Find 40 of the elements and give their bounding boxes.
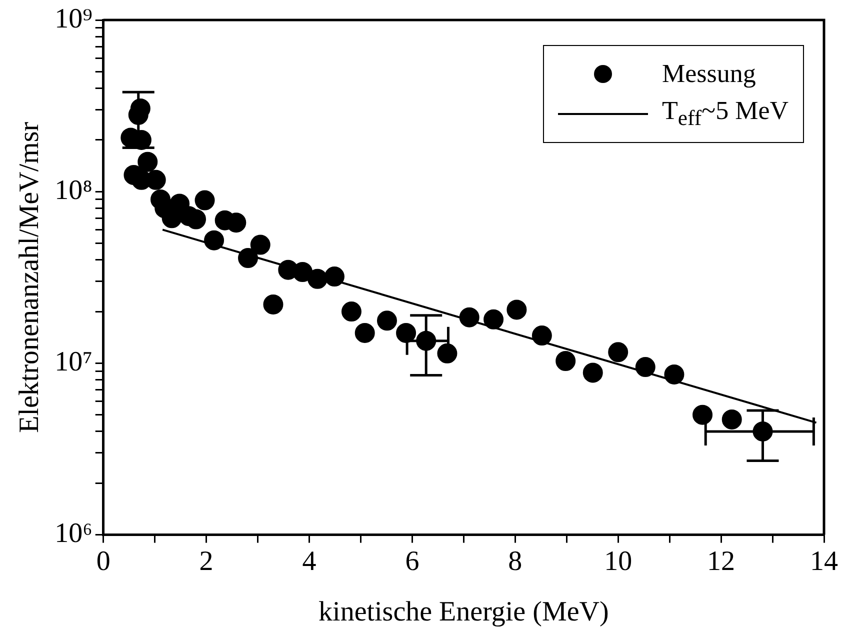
x-tick-label: 10 — [604, 546, 632, 577]
x-axis-title: kinetische Energie (MeV) — [318, 596, 609, 628]
point — [194, 190, 215, 210]
point — [292, 262, 313, 282]
point — [376, 310, 397, 331]
point — [138, 152, 158, 172]
point — [204, 230, 224, 250]
point — [608, 342, 628, 362]
y-tick-label: 10⁶ — [54, 518, 92, 550]
y-tick-label: 10⁷ — [54, 346, 92, 378]
x-tick-label: 12 — [707, 546, 736, 577]
point — [582, 362, 603, 383]
point — [437, 343, 458, 364]
point — [692, 404, 713, 425]
legend-label: T$_{eff}$~5 MeV — [662, 96, 789, 132]
x-tick-label: 14 — [810, 546, 838, 577]
point — [484, 309, 504, 330]
point — [635, 357, 656, 378]
point — [664, 364, 684, 384]
point — [238, 248, 258, 268]
point — [722, 409, 742, 430]
point — [459, 307, 480, 328]
x-tick-label: 2 — [199, 546, 214, 577]
y-tick-label: 10⁸ — [54, 174, 92, 206]
x-tick-label: 6 — [405, 546, 420, 577]
legend-label: Messung — [662, 59, 756, 89]
point — [250, 234, 270, 255]
x-tick-label: 8 — [508, 546, 522, 577]
point — [556, 350, 576, 371]
point — [324, 266, 344, 287]
y-tick-label: 10⁹ — [54, 3, 92, 34]
y-axis-title: Elektronenanzahl/MeV/msr — [14, 121, 46, 433]
point — [263, 294, 284, 314]
x-tick-label: 4 — [302, 546, 316, 577]
point — [341, 302, 362, 322]
point — [506, 300, 527, 320]
point — [532, 326, 552, 346]
point — [354, 322, 375, 343]
x-tick-label: 0 — [96, 546, 110, 577]
point — [307, 268, 328, 289]
